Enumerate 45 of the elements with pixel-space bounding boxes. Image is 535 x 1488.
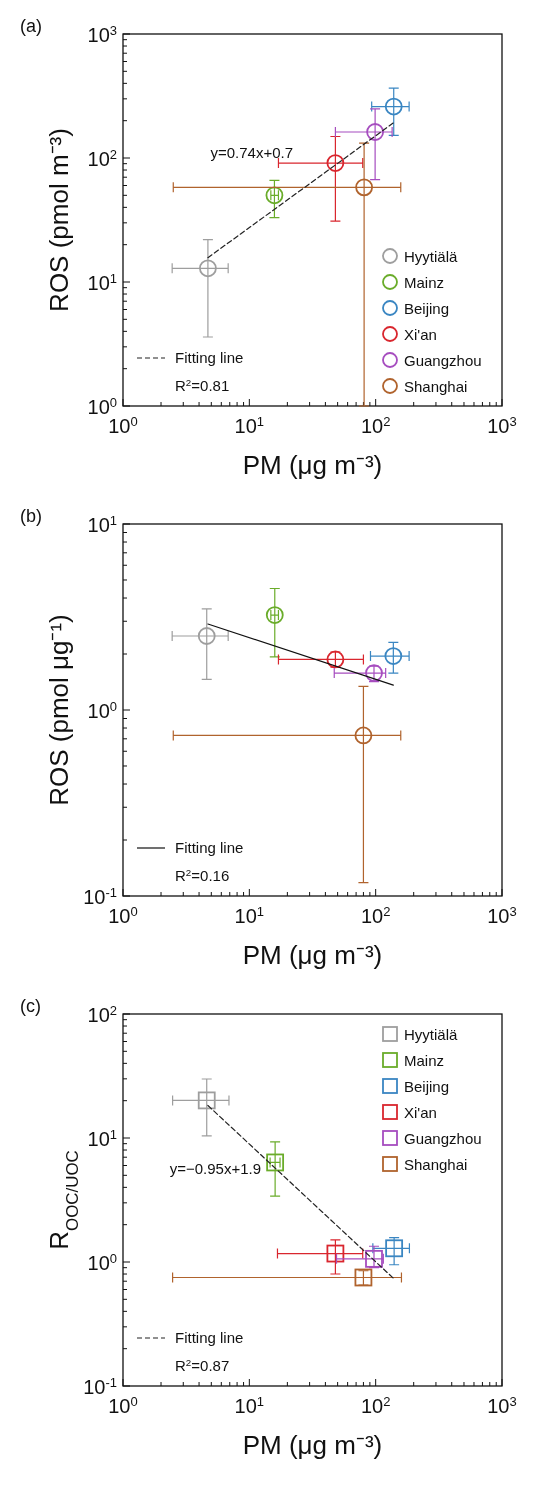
legend-label: Guangzhou (404, 352, 482, 369)
legend-label: Fitting line (175, 1329, 244, 1346)
y-tick-label: 10$^{1}$ (87, 512, 117, 536)
legend-label: Xi'an (404, 1104, 437, 1121)
y-tick-label: 10$^{0}$ (87, 1250, 117, 1274)
chart-title: (c) (20, 996, 41, 1016)
y-tick-label: 10$^{2}$ (87, 146, 117, 170)
legend-label: Beijing (404, 300, 450, 317)
x-tick-label: 10$^{2}$ (360, 413, 391, 437)
annotation: R$^{2}$=0.16 (175, 866, 230, 884)
x-tick-label: 10$^{1}$ (234, 903, 265, 927)
legend-label: Hyytiälä (404, 248, 459, 265)
y-tick-label: 10$^{0}$ (87, 698, 117, 722)
annotation: R$^{2}$=0.81 (175, 376, 230, 394)
y-tick-label: 10$^{1}$ (87, 1126, 117, 1150)
x-tick-label: 10$^{2}$ (360, 1393, 391, 1417)
x-axis-title: PM (μg m⁻³) (242, 1430, 383, 1460)
legend-label: Beijing (404, 1078, 450, 1095)
x-tick-label: 10$^{1}$ (234, 413, 265, 437)
x-tick-label: 10$^{1}$ (234, 1393, 265, 1417)
y-axis-title: ROS (pmol μg⁻¹) (44, 614, 74, 806)
legend-label: Fitting line (175, 839, 244, 856)
y-tick-label: 10$^{1}$ (87, 270, 117, 294)
legend-label: Mainz (404, 274, 445, 291)
annotation: y=−0.95x+1.9 (169, 1160, 262, 1178)
x-tick-label: 10$^{3}$ (487, 1393, 517, 1417)
legend-label: Fitting line (175, 349, 244, 366)
legend-label: Shanghai (404, 378, 468, 395)
chart-title: (a) (20, 16, 42, 36)
y-axis-title: ROS (pmol m⁻³) (44, 128, 74, 312)
x-axis-title: PM (μg m⁻³) (242, 940, 383, 970)
x-tick-label: 10$^{3}$ (487, 903, 517, 927)
x-tick-label: 10$^{2}$ (360, 903, 391, 927)
legend-label: Mainz (404, 1052, 445, 1069)
x-axis-title: PM (μg m⁻³) (242, 450, 383, 480)
annotation: y=0.74x+0.7 (210, 144, 294, 162)
y-tick-label: 10$^{2}$ (87, 1002, 117, 1026)
legend-label: Guangzhou (404, 1130, 482, 1147)
legend-label: Hyytiälä (404, 1026, 459, 1043)
x-tick-label: 10$^{3}$ (487, 413, 517, 437)
legend-label: Shanghai (404, 1156, 468, 1173)
annotation: R$^{2}$=0.87 (175, 1356, 230, 1374)
legend-label: Xi'an (404, 326, 437, 343)
chart-title: (b) (20, 506, 42, 526)
y-tick-label: 10$^{3}$ (87, 22, 117, 46)
